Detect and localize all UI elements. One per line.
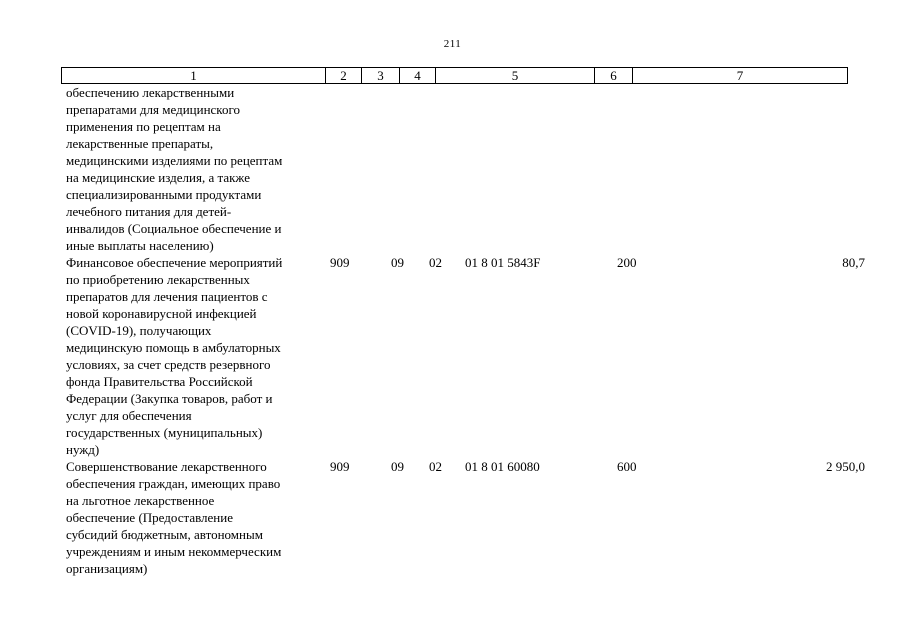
row-ved: 909 (330, 255, 350, 270)
column-header-table: 1 2 3 4 5 6 7 (61, 67, 848, 84)
page-number: 211 (443, 38, 462, 50)
row-csr: 01 8 01 5843F (465, 255, 541, 270)
column-header-5: 5 (435, 67, 595, 84)
row-name: обеспечению лекарственными препаратами д… (66, 85, 283, 253)
row-name: Финансовое обеспечение мероприятий по пр… (66, 255, 283, 457)
column-header-3: 3 (361, 67, 400, 84)
table-row: Финансовое обеспечение мероприятий по пр… (0, 254, 905, 458)
column-header-1: 1 (61, 67, 326, 84)
row-csr: 01 8 01 60080 (465, 459, 540, 474)
row-vr: 200 (617, 255, 637, 270)
row-sum: 80,7 (842, 255, 865, 270)
column-header-6: 6 (594, 67, 633, 84)
row-rz: 09 (391, 255, 404, 270)
row-vr: 600 (617, 459, 637, 474)
row-sum: 2 950,0 (826, 459, 865, 474)
row-name: Совершенствование лекарственного обеспеч… (66, 459, 282, 576)
row-rz: 09 (391, 459, 404, 474)
column-header-row: 1 2 3 4 5 6 7 (61, 67, 848, 84)
table-row: Совершенствование лекарственного обеспеч… (0, 458, 905, 577)
column-header-4: 4 (399, 67, 436, 84)
column-header-2: 2 (325, 67, 362, 84)
table-row: обеспечению лекарственными препаратами д… (0, 84, 905, 254)
table-body: обеспечению лекарственными препаратами д… (0, 84, 905, 577)
row-pr: 02 (429, 255, 442, 270)
column-header-7: 7 (632, 67, 848, 84)
row-pr: 02 (429, 459, 442, 474)
row-ved: 909 (330, 459, 350, 474)
